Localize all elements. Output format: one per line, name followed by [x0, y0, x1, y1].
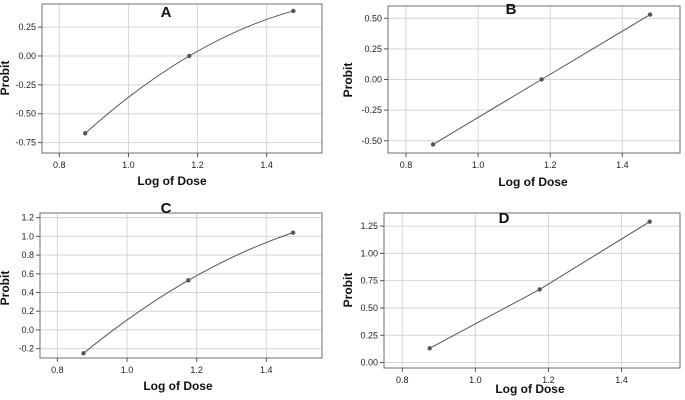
data-point	[427, 346, 432, 351]
plot-frame	[39, 212, 323, 359]
data-point	[291, 8, 296, 14]
x-axis-title: Log of Dose	[495, 382, 565, 396]
x-tick-label: 1.0	[469, 375, 482, 385]
x-tick-label: 1.4	[260, 160, 273, 170]
data-point	[537, 287, 542, 292]
x-tick-label: 0.8	[396, 375, 409, 385]
x-tick-label: 1.0	[121, 365, 134, 375]
plot-frame	[383, 212, 681, 369]
panel-letter: D	[499, 210, 510, 227]
x-tick-label: 1.2	[190, 365, 203, 375]
series-line	[429, 221, 650, 349]
panel-letter: C	[161, 200, 172, 217]
y-tick-label: 0.00	[364, 75, 382, 85]
x-tick-label: 1.0	[472, 160, 485, 170]
y-tick-label: 0.25	[364, 44, 382, 54]
y-axis-title: Probit	[0, 61, 12, 96]
y-tick-label: 1.25	[360, 221, 378, 231]
data-point	[430, 142, 436, 147]
x-tick-label: 1.2	[542, 375, 555, 385]
y-tick-label: 1.2	[21, 213, 34, 223]
y-axis-title: Probit	[0, 271, 12, 306]
y-axis-title: Probit	[341, 273, 355, 308]
y-tick-label: 0.50	[360, 303, 378, 313]
y-axis-title: Probit	[341, 63, 355, 98]
x-axis-title: Log of Dose	[137, 174, 207, 188]
chart-panel-b: 0.8 1.0 1.2 1.4 -0.50 -0.25 0.00 0.25 0.50 B Log o…	[341, 1, 681, 189]
y-tick-label: 0.00	[360, 358, 378, 368]
x-tick-label: 1.4	[615, 375, 628, 385]
y-tick-label: 0.6	[21, 269, 34, 279]
x-tick-label: 1.4	[260, 365, 273, 375]
data-point	[539, 77, 544, 82]
y-tick-label: -0.75	[15, 138, 36, 148]
y-tick-label: 1.00	[360, 248, 378, 258]
y-tick-label: -0.25	[361, 105, 382, 115]
y-tick-label: 0.8	[21, 250, 34, 260]
x-tick-label: 0.8	[53, 160, 66, 170]
x-tick-label: 1.2	[544, 160, 557, 170]
y-tick-label: -0.25	[15, 80, 36, 90]
x-tick-label: 0.8	[51, 365, 64, 375]
data-point	[187, 53, 192, 59]
x-tick-label: 1.4	[616, 160, 629, 170]
chart-panel-c: 0.8 1.0 1.2 1.4 -0.2 0.0 0.2 0.4 0.6 0.8 1.0 1.2 C Lo…	[0, 200, 323, 393]
y-tick-label: -0.50	[361, 136, 382, 146]
y-tick-label: -0.2	[18, 344, 34, 354]
series-line	[84, 10, 294, 134]
x-axis-title: Log of Dose	[498, 175, 568, 189]
panel-letter: A	[161, 4, 172, 21]
y-tick-label: 0.00	[18, 51, 36, 61]
y-tick-label: 1.0	[21, 231, 34, 241]
x-axis-title: Log of Dose	[143, 379, 213, 393]
data-point	[81, 351, 86, 356]
chart-panel-a: 0.8 1.0 1.2 1.4 -0.75 -0.50 -0.25 0.00 0.25 A Log …	[0, 3, 323, 188]
y-tick-label: 0.2	[21, 306, 34, 316]
y-tick-label: 0.0	[21, 325, 34, 335]
chart-panel-d: 0.8 1.0 1.2 1.4 0.00 0.25 0.50 0.75 1.00 1.25 D Log…	[341, 210, 681, 396]
panel-letter: B	[506, 1, 517, 18]
data-point	[83, 131, 88, 136]
x-tick-label: 0.8	[400, 160, 413, 170]
y-tick-label: 0.25	[18, 22, 36, 32]
data-point	[290, 230, 296, 235]
plot-frame	[41, 3, 323, 154]
y-tick-label: 0.4	[21, 288, 34, 298]
data-point	[647, 12, 653, 17]
y-tick-label: 0.75	[360, 276, 378, 286]
data-point	[647, 219, 652, 224]
data-point	[186, 278, 191, 283]
y-tick-label: 0.50	[364, 13, 382, 23]
x-tick-label: 1.2	[191, 160, 204, 170]
y-tick-label: -0.50	[15, 109, 36, 119]
x-tick-label: 1.0	[122, 160, 135, 170]
y-tick-label: 0.25	[360, 330, 378, 340]
